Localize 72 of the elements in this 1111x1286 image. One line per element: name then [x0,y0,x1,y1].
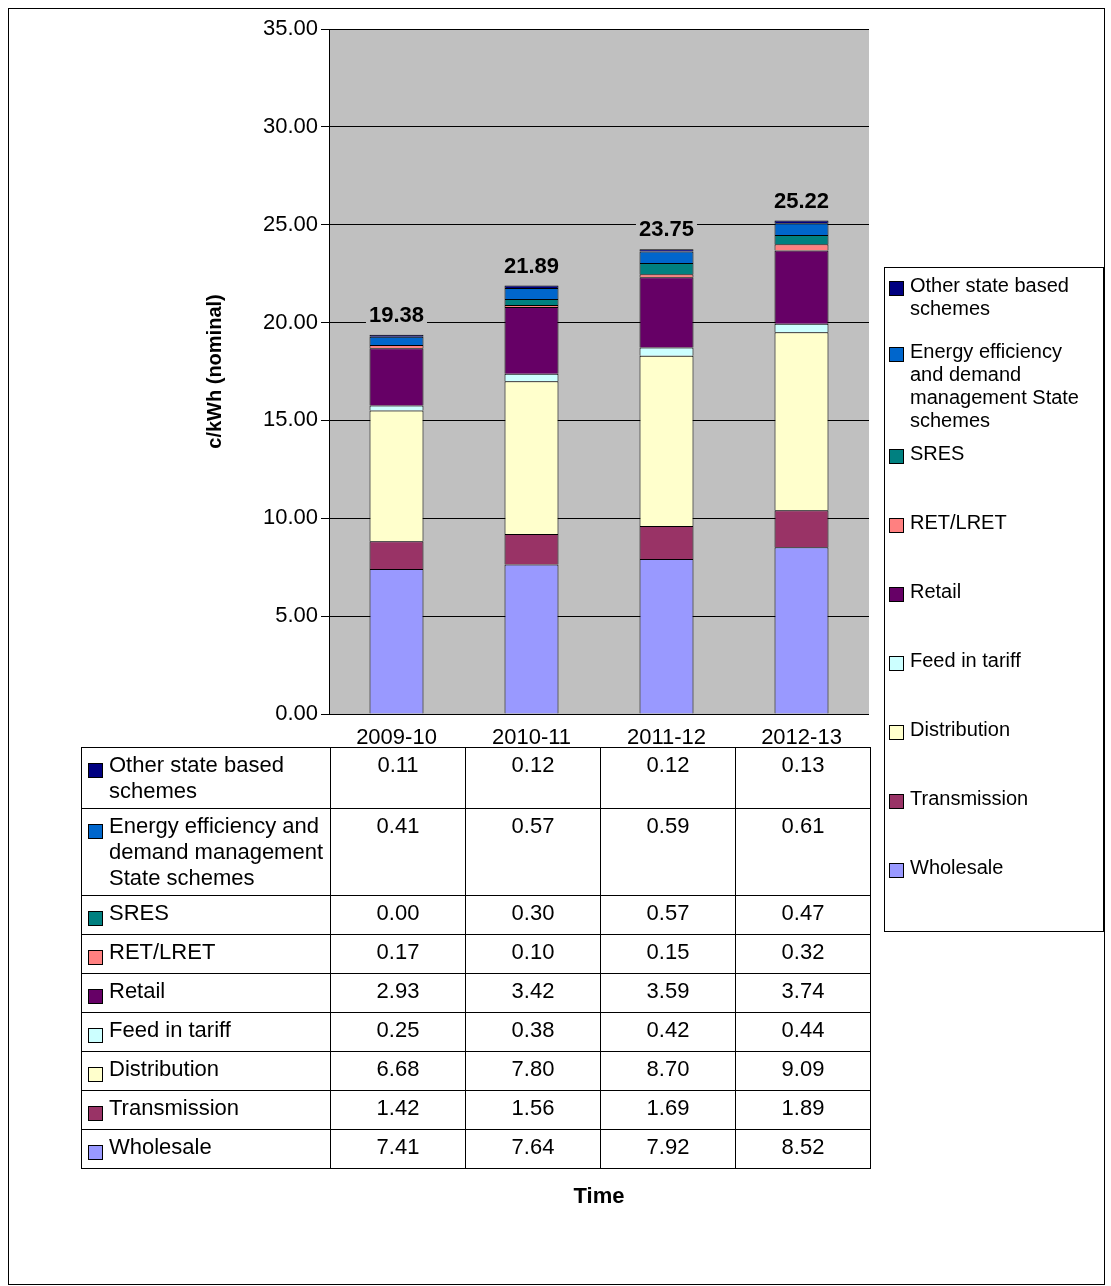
y-tick-label: 15.00 [262,406,318,432]
total-label: 25.22 [773,187,830,213]
text: Transmission [109,1095,239,1120]
data-label: 1.42 [330,1090,466,1130]
data-label: 0.57 [465,808,601,896]
data-label: 0.12 [465,747,601,809]
data-label: 9.09 [735,1051,871,1091]
data-label: 0.17 [330,934,466,974]
y-tick-label: 5.00 [275,602,318,628]
data-label: 0.47 [735,895,871,935]
data-label: 0.41 [330,808,466,896]
text: Time [572,1183,626,1209]
data-label: 8.52 [735,1129,871,1169]
data-label: 0.44 [735,1012,871,1052]
data-label: 0.11 [330,747,466,809]
data-label: 7.80 [465,1051,601,1091]
x-tick-label: 2011-12 [626,724,707,750]
data-label: 8.70 [600,1051,736,1091]
data-label: 3.59 [600,973,736,1013]
y-tick-label: 25.00 [262,210,318,236]
data-label: 6.68 [330,1051,466,1091]
data-label: 7.41 [330,1129,466,1169]
y-tick-label: 30.00 [262,112,318,138]
legend-label: Energy efficiency and demand management State schemes [910,340,1080,432]
text: SRES [109,900,169,925]
total-label: 19.38 [368,301,425,327]
data-label: 0.38 [465,1012,601,1052]
y-tick-label: 20.00 [262,308,318,334]
data-label: 1.56 [465,1090,601,1130]
data-label: 0.12 [600,747,736,809]
data-label: 3.74 [735,973,871,1013]
data-label: 3.42 [465,973,601,1013]
legend-label: Feed in tariff [910,649,1021,673]
data-label: 1.69 [600,1090,736,1130]
legend-label: SRES [910,442,965,466]
data-label: 7.64 [465,1129,601,1169]
data-label: 0.57 [600,895,736,935]
text: Wholesale [109,1134,212,1159]
legend-label: Distribution [910,718,1011,742]
text: Retail [109,978,166,1003]
text: Distribution [109,1056,220,1081]
x-tick-label: 2012-13 [761,724,842,750]
x-tick-label: 2010-11 [491,724,572,750]
data-label: 0.32 [735,934,871,974]
data-label: 0.59 [600,808,736,896]
data-label: 0.15 [600,934,736,974]
text: Other state based schemes [109,752,284,803]
legend-label: Transmission [910,787,1029,811]
data-label: 7.92 [600,1129,736,1169]
total-label: 21.89 [503,252,560,278]
legend-label: Other state based schemes [910,274,1070,320]
legend-label: Wholesale [910,856,1004,880]
legend-label: RET/LRET [910,511,1007,535]
text: Energy efficiency and demand management State schemes [109,813,324,890]
total-label: 23.75 [638,216,695,242]
text: Feed in tariff [109,1017,231,1042]
data-label: 0.30 [465,895,601,935]
data-label: 0.25 [330,1012,466,1052]
data-label: 1.89 [735,1090,871,1130]
y-tick-label: 10.00 [262,504,318,530]
data-label: 0.42 [600,1012,736,1052]
data-label: 2.93 [330,973,466,1013]
x-tick-label: 2009-10 [356,724,437,750]
y-tick-label: 35.00 [262,15,318,41]
text: RET/LRET [109,939,216,964]
data-label: 0.10 [465,934,601,974]
data-label: 0.61 [735,808,871,896]
legend-label: Retail [910,580,962,604]
data-label: 0.00 [330,895,466,935]
data-label: 0.13 [735,747,871,809]
y-tick-label: 0.00 [275,700,318,726]
y-axis-title: c/kWh (nominal) [202,294,225,449]
